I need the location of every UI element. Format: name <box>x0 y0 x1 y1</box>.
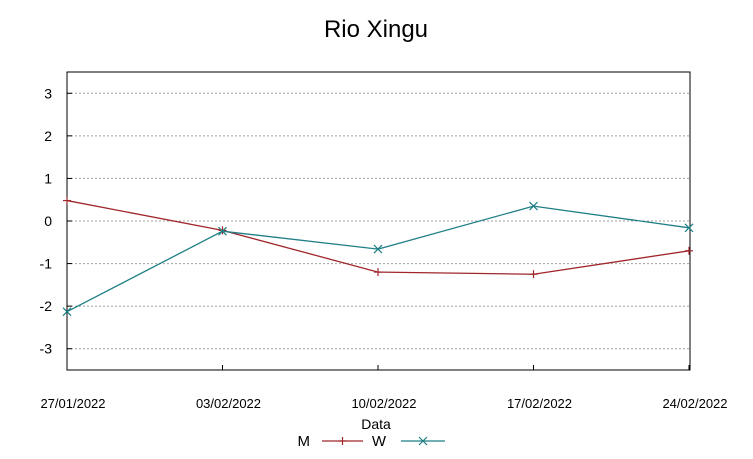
grid-layer <box>67 92 690 350</box>
legend-marker-w <box>418 436 428 446</box>
data-point-m <box>685 246 693 255</box>
data-point-w <box>529 201 538 211</box>
data-point-m <box>218 226 227 235</box>
y-tick-label: 1 <box>44 170 52 186</box>
data-point-w <box>62 307 72 317</box>
x-axis-label: Data <box>361 416 391 432</box>
chart-title: Rio Xingu <box>324 16 428 43</box>
data-point-m <box>529 270 538 279</box>
y-tick-label: 2 <box>44 128 52 144</box>
data-point-w <box>373 244 383 254</box>
y-tick-label: -3 <box>40 341 53 357</box>
x-tick-label: 24/02/2022 <box>662 396 727 411</box>
data-point-w <box>218 226 227 236</box>
y-tick-label: -1 <box>40 256 53 272</box>
x-tick-label: 17/02/2022 <box>507 396 572 411</box>
y-tick-label: 0 <box>44 213 52 229</box>
data-point-m <box>374 268 382 277</box>
data-point-w <box>684 223 694 233</box>
series-line-w <box>66 205 690 313</box>
series-layer <box>62 196 694 317</box>
legend-marker-symbol <box>418 436 428 446</box>
x-tick-label: 10/02/2022 <box>351 396 416 411</box>
data-point-m <box>63 196 71 205</box>
y-tick-label: -2 <box>40 298 53 314</box>
legend: M W <box>298 433 445 450</box>
legend-marker-symbol <box>338 437 347 445</box>
y-axis-ticks: 3 2 1 0 -1 -2 -3 <box>40 85 72 357</box>
legend-marker-m <box>338 437 347 445</box>
x-axis-ticks: 20/01/202227/01/202203/02/202210/02/2022… <box>40 365 728 411</box>
y-tick-label: 3 <box>44 85 52 101</box>
legend-label-m: M <box>298 433 311 450</box>
legend-label-w: W <box>372 433 387 450</box>
x-tick-label: 27/01/2022 <box>40 396 105 411</box>
x-tick-label: 03/02/2022 <box>196 396 261 411</box>
